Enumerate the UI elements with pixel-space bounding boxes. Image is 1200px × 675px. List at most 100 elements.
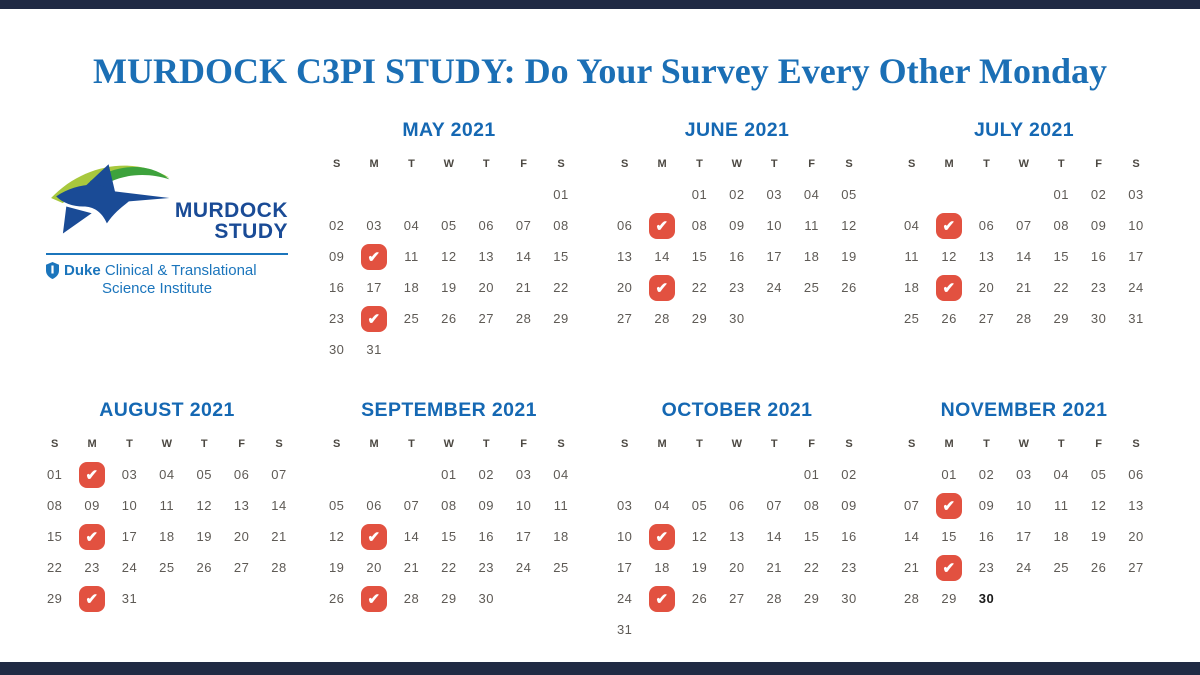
- empty-day-cell: [223, 583, 260, 614]
- calendar-day: 07: [766, 498, 782, 513]
- calendar-day: 05: [328, 498, 345, 513]
- calendar-day: 13: [233, 498, 250, 513]
- calendar-day: 15: [46, 529, 63, 544]
- calendar-day: 01: [441, 467, 457, 482]
- calendar-day: 22: [46, 560, 63, 575]
- calendar-day: 12: [196, 498, 212, 513]
- check-icon: ✔: [936, 492, 963, 519]
- calendar-day: 06: [729, 498, 745, 513]
- calendar-day: 18: [159, 529, 175, 544]
- calendar-day: 29: [803, 591, 820, 606]
- month-grid: S M T W T F S 01 02 03 04 05 06 07 08 09 10 11 12 ✔ 14 15 16 17…: [318, 428, 580, 614]
- calendar-day: 04: [1053, 467, 1069, 482]
- calendar-day: 14: [766, 529, 782, 544]
- calendar-day: 16: [841, 529, 857, 544]
- calendar-day: 26: [441, 311, 457, 326]
- calendar-day: 09: [841, 498, 857, 513]
- empty-day-cell: [606, 179, 643, 210]
- empty-day-cell: [318, 179, 355, 210]
- calendar-day: 25: [403, 311, 420, 326]
- empty-day-cell: [542, 583, 579, 614]
- calendar-day: 02: [1090, 187, 1107, 202]
- calendar-day: 27: [233, 560, 250, 575]
- day-of-week-header: S: [845, 157, 853, 170]
- calendar-day: 01: [941, 467, 957, 482]
- calendar-day: 15: [803, 529, 820, 544]
- day-of-week-header: S: [845, 437, 853, 450]
- calendar-day: 09: [978, 498, 995, 513]
- calendar-day: 09: [478, 498, 494, 513]
- empty-day-cell: [681, 459, 718, 490]
- calendar-day: 01: [691, 187, 708, 202]
- calendar-day: 28: [766, 591, 782, 606]
- calendar-day: 14: [271, 498, 287, 513]
- day-of-week-header: M: [369, 437, 379, 450]
- calendar-day: 17: [1128, 249, 1144, 264]
- calendar-day: 11: [159, 498, 175, 513]
- day-of-week-header: F: [1095, 157, 1103, 170]
- calendar-day: 31: [366, 342, 382, 357]
- calendar-day: 01: [1053, 187, 1069, 202]
- calendar-day: 28: [654, 311, 670, 326]
- calendar-day: 05: [196, 467, 212, 482]
- calendar-day: 17: [515, 529, 532, 544]
- day-of-week-header: W: [1018, 157, 1030, 170]
- calendar-day: 26: [196, 560, 212, 575]
- calendar-day: 19: [441, 280, 457, 295]
- survey-day-cell: ✔: [643, 583, 680, 614]
- day-of-week-header: T: [482, 437, 490, 450]
- calendar-day: 14: [403, 529, 420, 544]
- calendar-day: 17: [121, 529, 138, 544]
- duke-shield-icon: [46, 262, 59, 279]
- calendar-day: 30: [729, 311, 745, 326]
- month-title: SEPTEMBER 2021: [361, 399, 537, 421]
- calendar-day: 15: [691, 249, 708, 264]
- calendar-day: 22: [691, 280, 708, 295]
- calendar-day: 10: [121, 498, 138, 513]
- calendar-day: 16: [478, 529, 494, 544]
- calendar-day: 03: [515, 467, 532, 482]
- calendar-day: 10: [1016, 498, 1032, 513]
- survey-day-cell: ✔: [930, 272, 967, 303]
- day-of-week-header: S: [908, 157, 916, 170]
- calendar-day: 27: [978, 311, 995, 326]
- check-icon: ✔: [361, 243, 388, 270]
- day-of-week-header: T: [408, 157, 415, 170]
- day-of-week-header: F: [520, 157, 528, 170]
- calendar-day: 03: [616, 498, 633, 513]
- month-grid: S M T W T F S 01 02 03 04 ✔ 06 07 08 09 10 11 12 13 14 15 16 17…: [893, 148, 1155, 334]
- calendar-day: 09: [1090, 218, 1107, 233]
- calendar-day: 14: [654, 249, 670, 264]
- survey-day-cell: ✔: [930, 210, 967, 241]
- calendar-day: 20: [616, 280, 633, 295]
- empty-day-cell: [793, 614, 830, 645]
- calendar-day: 18: [403, 280, 420, 295]
- calendar-day: 04: [903, 218, 920, 233]
- calendar-day: 08: [691, 218, 708, 233]
- calendar-day: 30: [478, 591, 494, 606]
- check-icon: ✔: [361, 585, 388, 612]
- day-of-week-header: S: [621, 437, 629, 450]
- empty-day-cell: [893, 459, 930, 490]
- calendar-day: 29: [1053, 311, 1069, 326]
- logo-divider: [46, 253, 288, 255]
- page-title: MURDOCK C3PI STUDY: Do Your Survey Every…: [92, 51, 1107, 91]
- day-of-week-header: M: [657, 157, 667, 170]
- empty-day-cell: [186, 583, 223, 614]
- empty-day-cell: [393, 459, 430, 490]
- month-grid: S M T W T F S 01 02 03 04 05 06 07 08 09 10 ✔ 12 13 14 15 16 17…: [606, 428, 868, 645]
- calendar-day: 18: [553, 529, 569, 544]
- calendar-day: 23: [328, 311, 345, 326]
- duke-org-line2: Science Institute: [102, 280, 213, 297]
- day-of-week-header: F: [238, 437, 246, 450]
- calendar-day: 29: [553, 311, 569, 326]
- calendar-day: 02: [328, 218, 345, 233]
- calendar-day: 12: [328, 529, 345, 544]
- calendar-day: 02: [729, 187, 745, 202]
- empty-day-cell: [468, 179, 505, 210]
- calendar-day: 21: [403, 560, 420, 575]
- calendar-day: 15: [1053, 249, 1069, 264]
- survey-day-cell: ✔: [73, 459, 110, 490]
- day-of-week-header: T: [1057, 157, 1065, 170]
- calendar-day: 19: [691, 560, 708, 575]
